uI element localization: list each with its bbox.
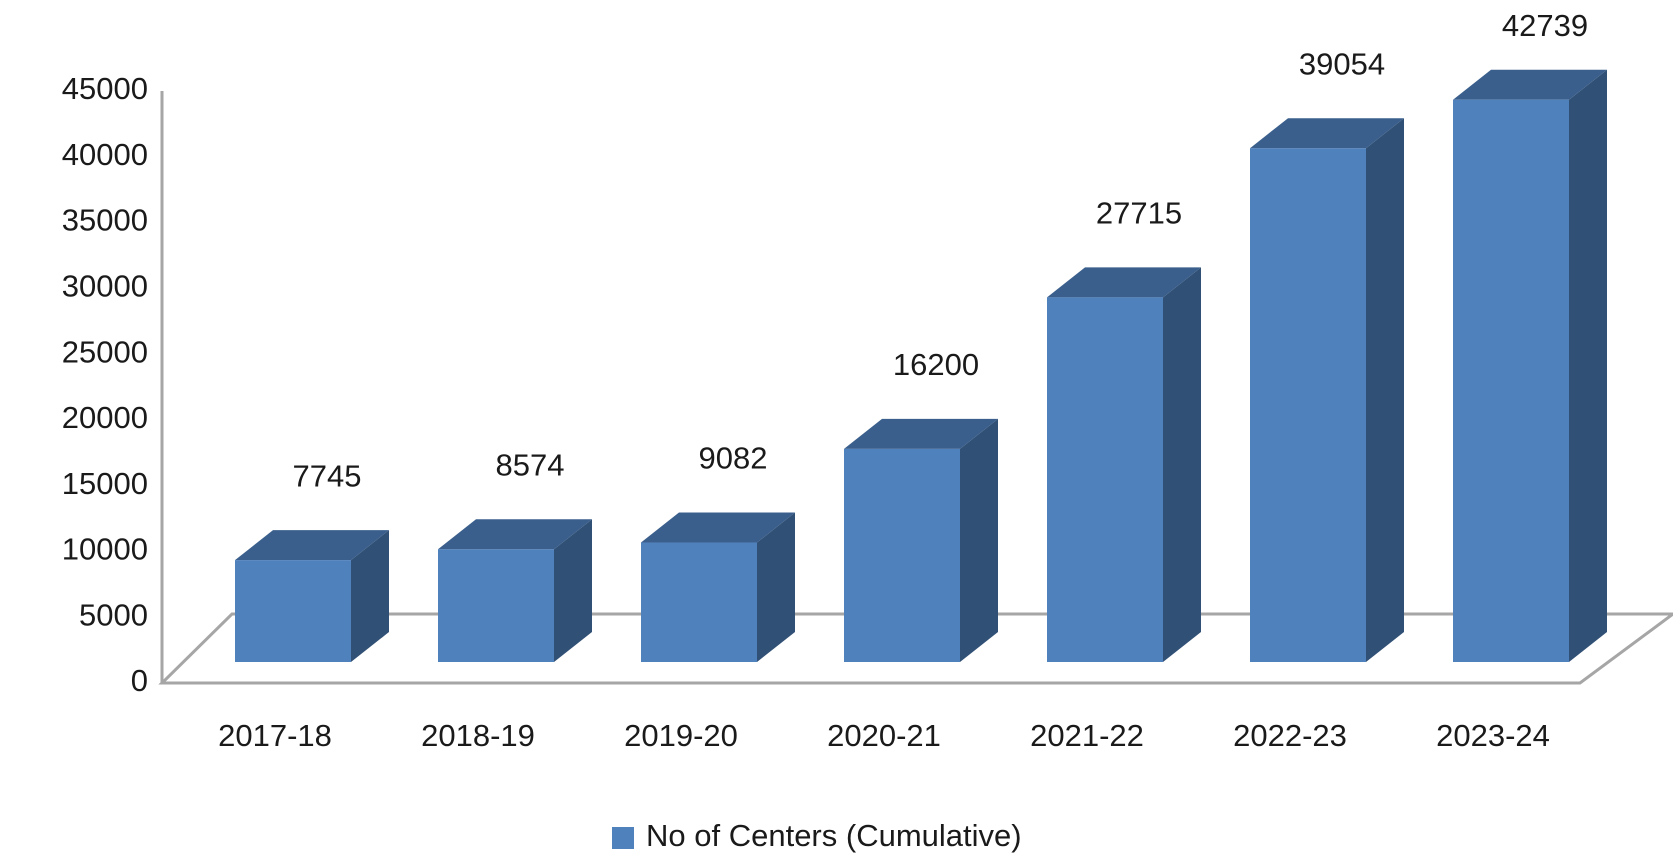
x-tick-label: 2018-19 xyxy=(421,718,535,753)
y-tick-label: 45000 xyxy=(62,71,148,106)
x-tick-label: 2020-21 xyxy=(827,718,941,753)
floor xyxy=(158,612,1673,685)
data-label: 9082 xyxy=(699,441,768,476)
y-tick-label: 0 xyxy=(131,663,148,698)
x-tick-label: 2021-22 xyxy=(1030,718,1144,753)
x-tick-label: 2023-24 xyxy=(1436,718,1550,753)
y-tick-label: 25000 xyxy=(62,334,148,369)
y-tick-label: 15000 xyxy=(62,466,148,501)
y-tick-label: 5000 xyxy=(79,597,148,632)
bar-side xyxy=(1163,267,1201,662)
legend-swatch xyxy=(612,827,634,849)
x-tick-label: 2017-18 xyxy=(218,718,332,753)
bar-side xyxy=(1366,118,1404,663)
bar-side xyxy=(351,530,389,662)
bar-top xyxy=(1453,69,1607,100)
bar-top xyxy=(844,418,998,449)
bar xyxy=(844,448,960,662)
data-label: 16200 xyxy=(893,347,979,382)
y-tick-label: 30000 xyxy=(62,269,148,304)
bar-top xyxy=(1250,118,1404,149)
bar-side xyxy=(554,519,592,662)
y-tick-label: 35000 xyxy=(62,203,148,238)
y-tick-label: 10000 xyxy=(62,532,148,567)
data-label: 7745 xyxy=(293,458,362,493)
bar xyxy=(1453,99,1569,663)
bar-side xyxy=(1569,69,1607,663)
data-label: 27715 xyxy=(1096,196,1182,231)
bar-side xyxy=(757,512,795,662)
bar xyxy=(438,549,554,662)
x-tick-label: 2019-20 xyxy=(624,718,738,753)
bar-top xyxy=(641,512,795,543)
bar-top xyxy=(1047,267,1201,298)
bar xyxy=(641,542,757,662)
y-tick-label: 40000 xyxy=(62,137,148,172)
bar-side xyxy=(960,418,998,662)
data-label: 8574 xyxy=(496,447,565,482)
y-tick-label: 20000 xyxy=(62,400,148,435)
data-label: 39054 xyxy=(1299,46,1385,81)
legend-label: No of Centers (Cumulative) xyxy=(646,818,1022,853)
data-label: 42739 xyxy=(1502,8,1588,43)
x-tick-label: 2022-23 xyxy=(1233,718,1347,753)
bar xyxy=(1047,297,1163,662)
bar-top xyxy=(235,530,389,561)
bar xyxy=(1250,148,1366,663)
bar xyxy=(235,560,351,662)
bar-top xyxy=(438,519,592,550)
